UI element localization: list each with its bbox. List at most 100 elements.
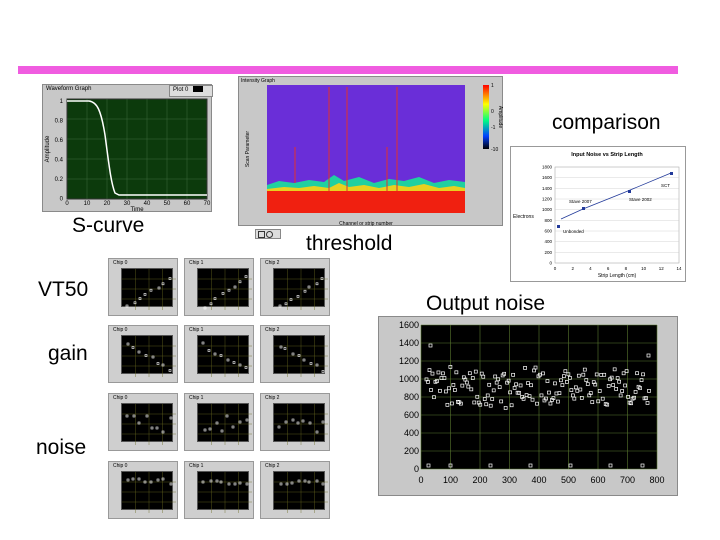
chip-plot-panel: Chip 1: [184, 461, 254, 519]
chip-plot-area: [197, 403, 252, 445]
comparison-y-tick: 200: [544, 250, 552, 255]
comparison-chart-svg: Input Noise vs Strip Length 180016001400…: [513, 152, 682, 279]
comparison-trend-line: [560, 172, 672, 220]
chip-plot-area: [273, 335, 328, 377]
colorbar-tick: -10: [491, 147, 498, 153]
chip-plot-panel: Chip 0: [108, 461, 178, 519]
chip-plot-panel: Chip 1: [184, 258, 254, 316]
comparison-x-tick: 6: [607, 266, 610, 271]
chip-plot-area: [121, 471, 176, 513]
intensity-graph-panel: Intensity Graph Amplitude 1 0 -1 -10 Channe…: [238, 76, 503, 239]
output-noise-x-tick: 400: [531, 475, 546, 485]
threshold-label: threshold: [306, 232, 393, 255]
output-noise-x-tick: 500: [561, 475, 576, 485]
comparison-x-tick: 4: [589, 266, 592, 271]
chip-plot-title: Chip 1: [189, 395, 204, 401]
comparison-y-tick: 1800: [542, 165, 553, 170]
waveform-x-tick: 40: [144, 201, 151, 207]
colorbar-tick: 1: [491, 83, 494, 89]
waveform-x-tick: 20: [104, 201, 111, 207]
toolbar-zoom-icon[interactable]: [266, 231, 273, 238]
comparison-point-stave2007: [582, 207, 585, 210]
noise-label: noise: [36, 436, 87, 459]
chip-plot-title: Chip 2: [265, 395, 280, 401]
waveform-y-tick: 0.4: [55, 158, 64, 164]
comparison-annot-sct: SCT: [661, 183, 670, 188]
comparison-point-unbonded: [557, 225, 560, 228]
pink-divider-bar: [18, 66, 678, 74]
intensity-ylabel: Scan Parameter: [245, 131, 251, 167]
chip-plot-area: [273, 268, 328, 310]
comparison-annot-unbonded: Unbonded: [563, 229, 584, 234]
chip-plot-panel: Chip 1: [184, 393, 254, 451]
intensity-colorbar: [483, 85, 489, 149]
vt50-label: VT50: [38, 278, 89, 301]
output-noise-y-tick: 600: [404, 410, 419, 420]
chip-plot-title: Chip 1: [189, 463, 204, 469]
chip-plot-area: [121, 268, 176, 310]
chip-plot-area: [197, 471, 252, 513]
comparison-y-tick: 1200: [542, 197, 553, 202]
waveform-y-tick: 0: [60, 197, 64, 203]
colorbar-tick: -1: [491, 125, 496, 131]
chip-plot-panel: Chip 2: [260, 325, 330, 383]
waveform-y-tick: 0.2: [55, 177, 64, 183]
chip-plot-panel: Chip 0: [108, 393, 178, 451]
waveform-x-tick: 10: [84, 201, 91, 207]
waveform-ylabel: Amplitude: [45, 135, 51, 162]
output-noise-grid: [420, 324, 658, 470]
output-noise-x-tick: 100: [443, 475, 458, 485]
toolbar-cursor-icon[interactable]: [258, 231, 265, 238]
waveform-y-tick: 0.8: [55, 119, 64, 125]
comparison-xlabel: Strip Length (cm): [598, 273, 637, 279]
intensity-red-band: [267, 191, 465, 213]
chip-plot-area: [121, 335, 176, 377]
output-noise-chart: 1600 1400 1200 1000 800 600 400 200 0 0 100 200 300…: [378, 316, 678, 496]
comparison-title: Input Noise vs Strip Length: [571, 152, 643, 158]
chip-plot-title: Chip 2: [265, 260, 280, 266]
comparison-annot-stave2007: Stave 2007: [569, 199, 592, 204]
chip-plot-area: [197, 335, 252, 377]
s-curve-label: S-curve: [72, 214, 145, 237]
intensity-graph-title: Intensity Graph: [241, 78, 275, 84]
output-noise-svg: 1600 1400 1200 1000 800 600 400 200 0 0 100 200 300…: [399, 320, 665, 485]
chip-plot-title: Chip 0: [113, 260, 128, 266]
chip-plot-title: Chip 2: [265, 463, 280, 469]
comparison-y-tick: 800: [544, 218, 552, 223]
output-noise-x-tick: 800: [649, 475, 664, 485]
chip-plot-panel: Chip 2: [260, 461, 330, 519]
waveform-y-tick: 0.6: [55, 138, 64, 144]
chip-plot-area: [273, 471, 328, 513]
comparison-y-ticks: 1800 1600 1400 1200 1000 800 600 400 200 0: [542, 165, 553, 266]
waveform-x-tick: 0: [65, 201, 69, 207]
comparison-y-tick: 0: [549, 261, 552, 266]
intensity-toolbar[interactable]: [255, 229, 281, 239]
waveform-graph-title: Waveform Graph: [46, 86, 92, 92]
chip-plot-panel: Chip 0: [108, 325, 178, 383]
output-noise-x-tick: 200: [472, 475, 487, 485]
chip-plot-area: [197, 268, 252, 310]
intensity-colorbar-ticks: 1 0 -1 -10: [491, 83, 498, 153]
colorbar-tick: 0: [491, 109, 494, 115]
output-noise-x-tick: 600: [590, 475, 605, 485]
legend-swatch-icon: [193, 86, 204, 92]
output-noise-x-tick: 300: [502, 475, 517, 485]
output-noise-y-tick: 1400: [399, 338, 419, 348]
output-noise-x-ticks: 0 100 200 300 400 500 600 700 800: [418, 475, 664, 485]
waveform-x-tick: 60: [184, 201, 191, 207]
waveform-xlabel: Time: [130, 207, 144, 213]
comparison-x-tick: 10: [641, 266, 647, 271]
output-noise-y-tick: 1600: [399, 320, 419, 330]
waveform-x-tick: 30: [124, 201, 131, 207]
output-noise-label: Output noise: [426, 292, 546, 315]
output-noise-y-ticks: 1600 1400 1200 1000 800 600 400 200 0: [399, 320, 419, 474]
intensity-plot: Amplitude 1 0 -1 -10 Channel or strip numbe…: [245, 83, 503, 227]
intensity-xlabel: Channel or strip number: [339, 221, 393, 227]
chip-plot-title: Chip 1: [189, 327, 204, 333]
output-noise-y-tick: 1200: [399, 356, 419, 366]
comparison-x-tick: 8: [625, 266, 628, 271]
comparison-x-tick: 2: [571, 266, 574, 271]
chip-plot-title: Chip 2: [265, 327, 280, 333]
waveform-s-curve-line: [67, 100, 207, 196]
chip-plot-title: Chip 1: [189, 260, 204, 266]
